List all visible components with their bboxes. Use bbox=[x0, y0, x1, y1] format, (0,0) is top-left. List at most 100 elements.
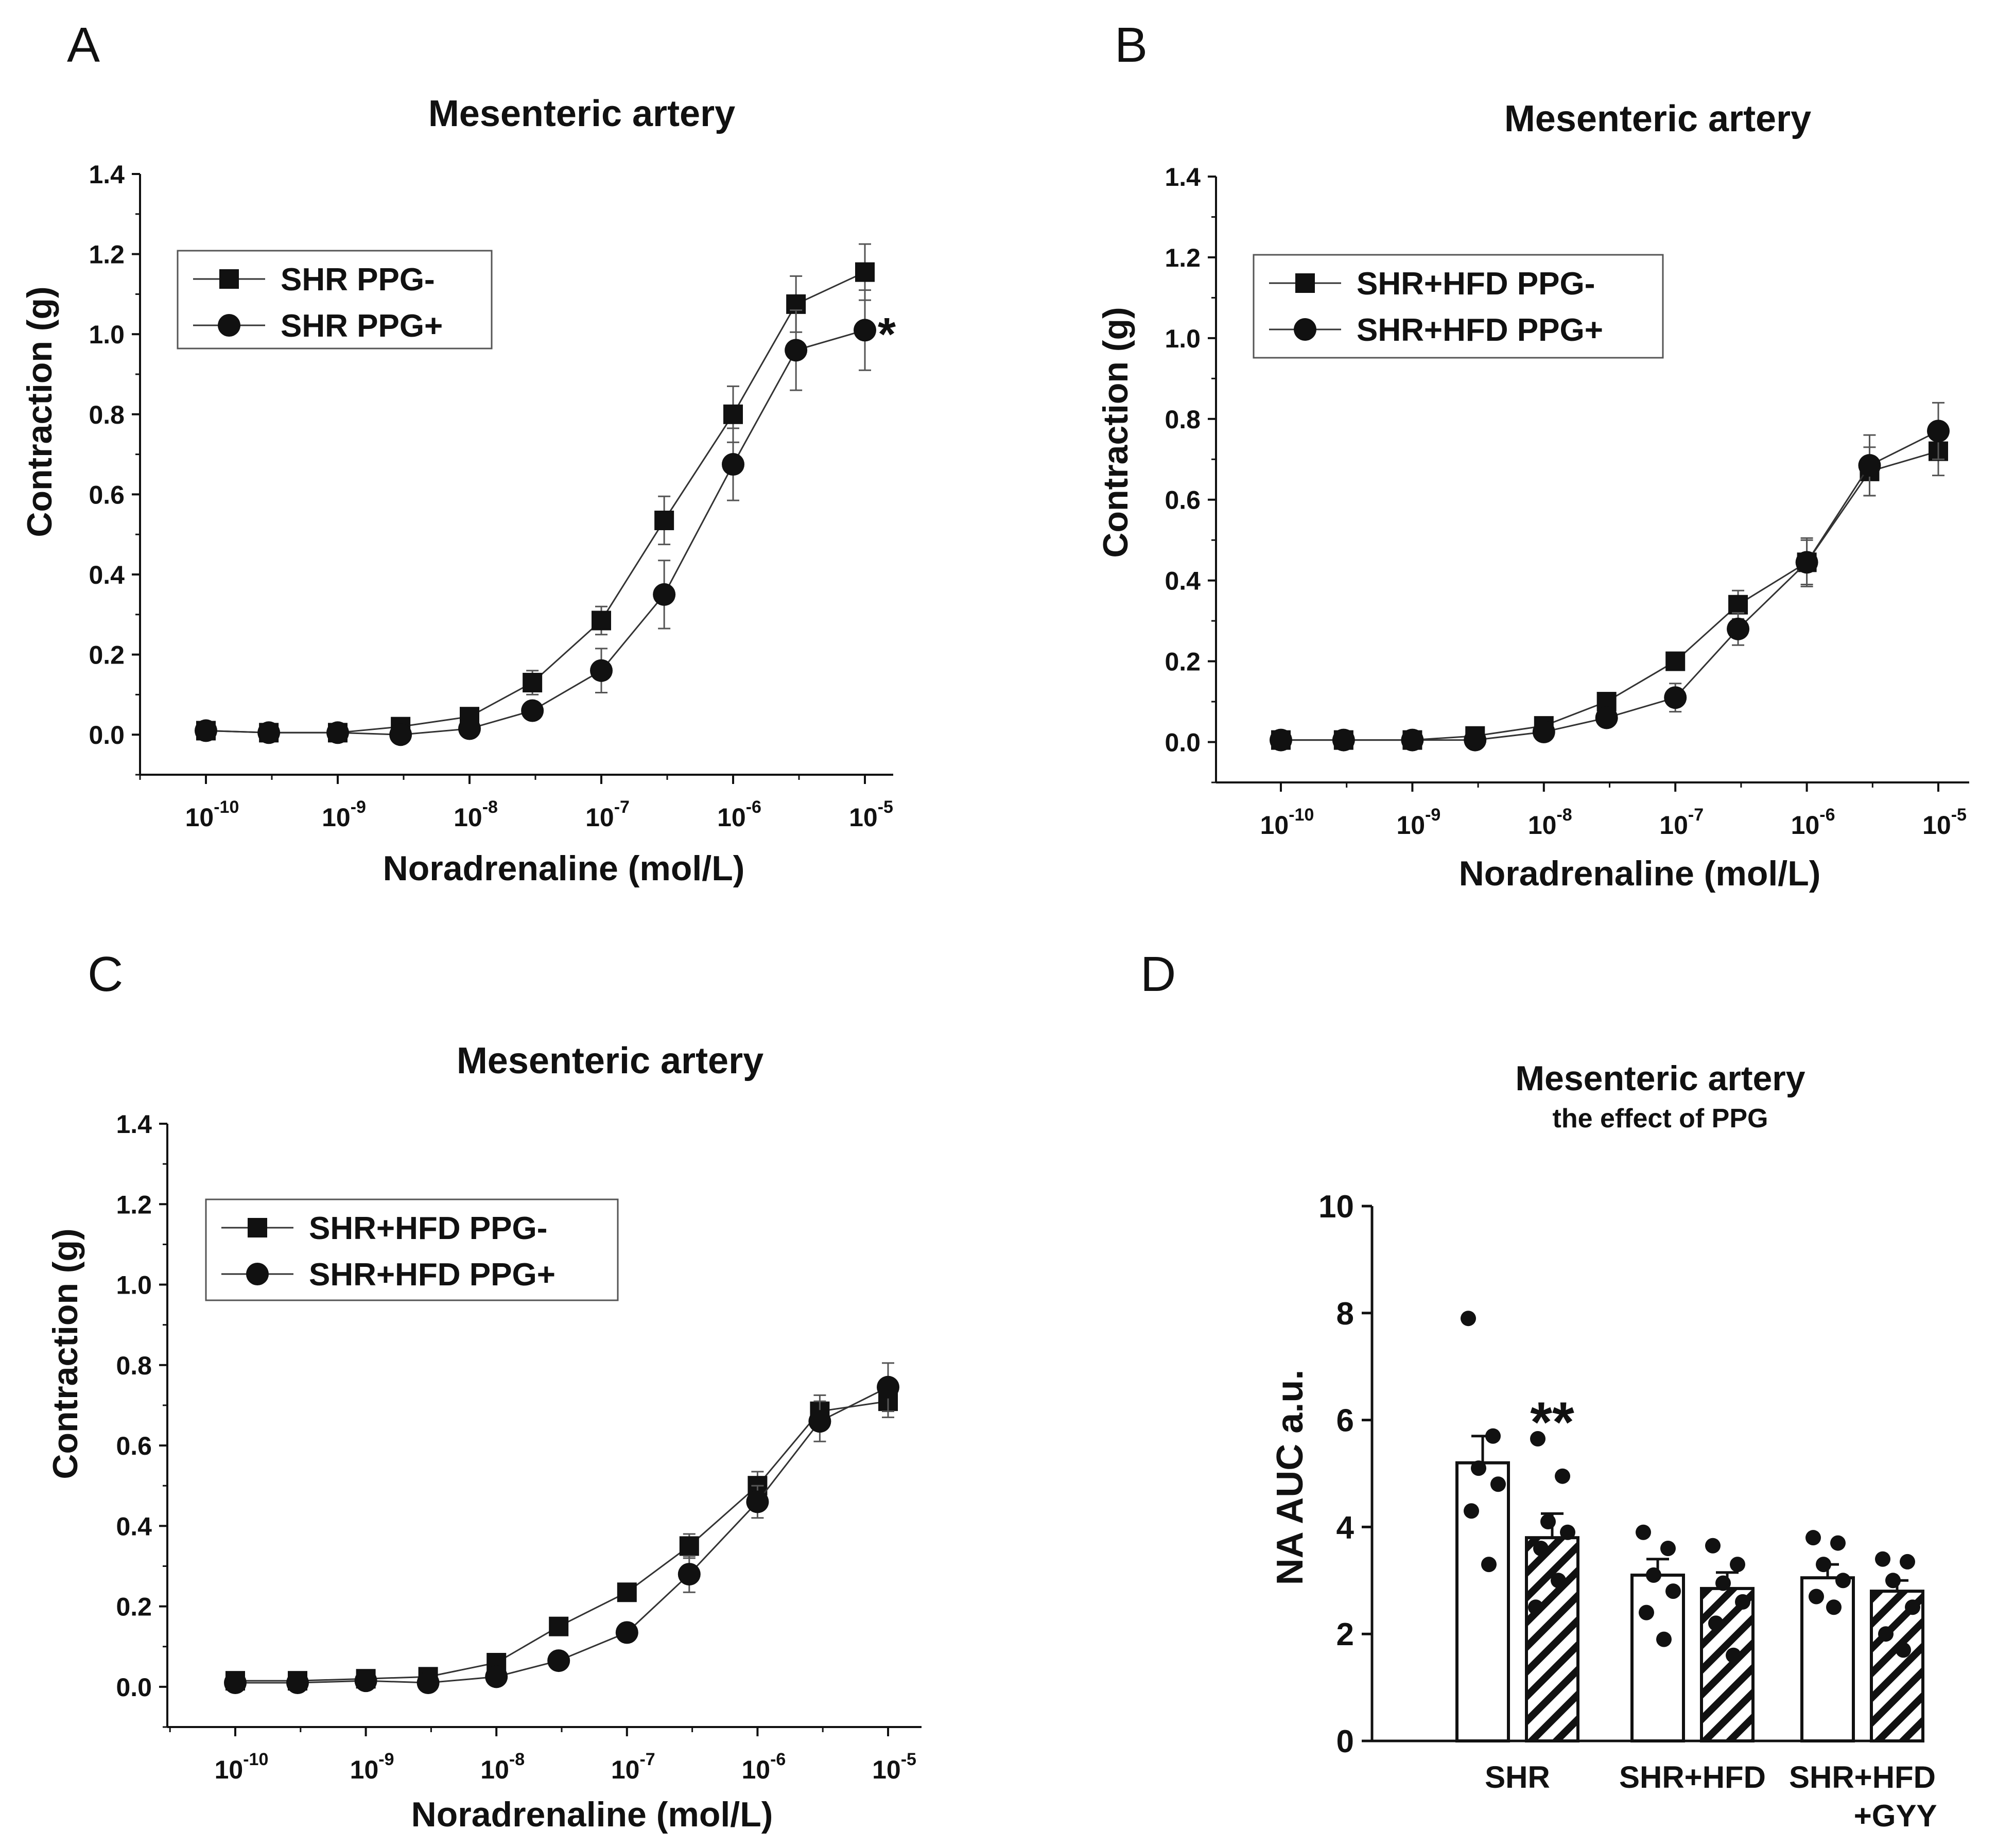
data-point-circle bbox=[389, 723, 412, 746]
data-point-circle bbox=[257, 721, 281, 744]
x-tick-exponent: -5 bbox=[901, 1750, 916, 1769]
individual-point bbox=[1896, 1642, 1911, 1658]
individual-point bbox=[1540, 1514, 1556, 1530]
data-point-circle bbox=[1464, 728, 1487, 752]
individual-point bbox=[1560, 1524, 1575, 1540]
legend-marker-square bbox=[219, 269, 239, 289]
data-point-circle bbox=[1795, 551, 1818, 574]
data-point-square bbox=[679, 1536, 699, 1556]
x-tick-label: 10-8 bbox=[454, 797, 498, 832]
individual-point bbox=[1826, 1599, 1842, 1615]
data-point-circle bbox=[521, 699, 544, 722]
bar-2 bbox=[1525, 1536, 1579, 1742]
panel-letter: D bbox=[1140, 947, 1176, 1002]
y-axis-label: Contraction (g) bbox=[20, 286, 59, 537]
data-point-square bbox=[549, 1616, 569, 1636]
individual-point bbox=[1715, 1575, 1731, 1591]
panel-a-line-chart: A Mesenteric artery Contraction (g) Nora… bbox=[20, 18, 896, 888]
y-tick-label: 0.8 bbox=[116, 1351, 152, 1380]
data-point-square bbox=[617, 1582, 637, 1602]
chart-title: Mesenteric artery bbox=[1515, 1059, 1805, 1098]
x-tick-exponent: -7 bbox=[639, 1750, 655, 1769]
x-tick-label: 10-8 bbox=[480, 1750, 525, 1784]
individual-point bbox=[1735, 1594, 1750, 1610]
individual-point bbox=[1461, 1311, 1476, 1327]
y-tick-label: 10 bbox=[1318, 1189, 1354, 1225]
x-tick-exponent: -5 bbox=[1951, 805, 1967, 825]
x-tick-label: 10-7 bbox=[585, 797, 630, 832]
y-axis-label: Contraction (g) bbox=[1096, 307, 1135, 557]
data-point-circle bbox=[615, 1621, 638, 1644]
data-point-circle bbox=[1927, 420, 1950, 443]
individual-point bbox=[1730, 1557, 1745, 1573]
x-tick-label: 10-9 bbox=[350, 1750, 394, 1784]
bar-4 bbox=[1700, 1587, 1755, 1742]
y-tick-label: 0.6 bbox=[89, 480, 125, 509]
individual-point bbox=[1656, 1631, 1672, 1647]
y-tick-label: 0.8 bbox=[1165, 405, 1201, 434]
legend-marker-circle bbox=[218, 314, 240, 337]
x-tick-label: 10-5 bbox=[872, 1750, 916, 1784]
y-tick-label: 0.2 bbox=[116, 1593, 152, 1622]
individual-point bbox=[1639, 1605, 1654, 1620]
data-point-circle bbox=[590, 659, 613, 682]
x-tick-exponent: -8 bbox=[509, 1750, 525, 1769]
x-tick-exponent: -5 bbox=[878, 797, 893, 817]
y-axis-label: Contraction (g) bbox=[46, 1228, 85, 1479]
chart-title: Mesenteric artery bbox=[428, 93, 735, 134]
data-point-circle bbox=[808, 1410, 831, 1433]
data-point-square bbox=[855, 262, 875, 282]
legend-marker-square bbox=[248, 1218, 267, 1237]
panel-letter: C bbox=[88, 947, 123, 1002]
panel-c-line-chart: C Mesenteric artery Contraction (g) Nora… bbox=[46, 947, 922, 1834]
individual-point bbox=[1490, 1476, 1506, 1492]
individual-point bbox=[1809, 1589, 1824, 1605]
legend-box bbox=[1253, 254, 1664, 359]
legend-marker-circle bbox=[1294, 318, 1316, 341]
individual-point bbox=[1533, 1540, 1549, 1556]
legend-label: SHR PPG+ bbox=[281, 308, 443, 344]
chart-title: Mesenteric artery bbox=[457, 1040, 763, 1082]
y-tick-label: 1.2 bbox=[116, 1190, 152, 1219]
individual-point bbox=[1830, 1535, 1846, 1551]
data-point-circle bbox=[653, 583, 676, 606]
x-tick-label: 10-7 bbox=[1659, 805, 1704, 840]
legend-label: SHR+HFD PPG+ bbox=[1357, 312, 1603, 348]
y-tick-label: 1.2 bbox=[1165, 243, 1201, 272]
data-point-circle bbox=[1332, 728, 1355, 752]
x-axis-label: Noradrenaline (mol/L) bbox=[383, 849, 745, 888]
y-tick-label: 1.0 bbox=[89, 320, 125, 349]
group-label: SHR+HFD bbox=[1789, 1760, 1936, 1794]
individual-point bbox=[1878, 1626, 1894, 1642]
data-point-circle bbox=[785, 339, 808, 362]
y-tick-label: 1.4 bbox=[116, 1110, 152, 1139]
x-tick-exponent: -10 bbox=[214, 797, 239, 817]
chart-title: Mesenteric artery bbox=[1504, 98, 1811, 140]
x-tick-label: 10-6 bbox=[1791, 805, 1835, 840]
individual-point bbox=[1708, 1615, 1724, 1631]
individual-point bbox=[1816, 1557, 1831, 1573]
individual-point bbox=[1481, 1557, 1497, 1573]
panel-d-bar-chart: D Mesenteric artery the effect of PPG NA… bbox=[1140, 947, 1937, 1833]
legend-label: SHR+HFD PPG+ bbox=[309, 1257, 555, 1293]
individual-point bbox=[1555, 1468, 1570, 1484]
data-point-circle bbox=[1401, 728, 1424, 752]
data-point-square bbox=[1728, 595, 1748, 615]
series-line-1 bbox=[235, 1400, 889, 1682]
individual-point bbox=[1885, 1573, 1901, 1589]
y-tick-label: 1.0 bbox=[116, 1271, 152, 1300]
group-label: +GYY bbox=[1854, 1799, 1937, 1833]
data-point-circle bbox=[286, 1671, 309, 1695]
data-point-circle bbox=[1664, 686, 1687, 709]
bar-1 bbox=[1455, 1461, 1510, 1742]
panel-letter: A bbox=[67, 18, 100, 73]
individual-point bbox=[1805, 1530, 1821, 1546]
significance-marker: ** bbox=[1530, 1390, 1574, 1454]
x-tick-exponent: -6 bbox=[746, 797, 761, 817]
individual-point bbox=[1471, 1460, 1486, 1476]
panel-b-line-chart: B Mesenteric artery Contraction (g) Nora… bbox=[1096, 18, 1969, 893]
y-tick-label: 6 bbox=[1336, 1403, 1354, 1439]
x-tick-label: 10-8 bbox=[1528, 805, 1572, 840]
y-tick-label: 0.8 bbox=[89, 400, 125, 429]
